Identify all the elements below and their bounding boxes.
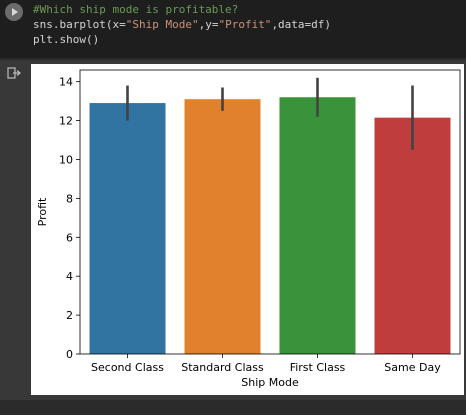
x-tick-label: First Class: [290, 361, 346, 374]
code-comment: #Which ship mode is profitable?: [33, 3, 239, 16]
y-tick-label: 8: [66, 192, 73, 205]
x-tick-label: Same Day: [384, 361, 441, 374]
bar: [374, 117, 451, 354]
bar: [184, 99, 261, 354]
run-cell-button[interactable]: [5, 3, 23, 21]
y-tick-label: 4: [66, 270, 73, 283]
x-tick-label: Second Class: [91, 361, 164, 374]
code-editor[interactable]: #Which ship mode is profitable? sns.barp…: [33, 2, 331, 47]
bottom-bar: [0, 400, 466, 415]
plot-frame: [79, 69, 461, 355]
code-line-3: plt.show(): [33, 33, 100, 46]
code-line-2: sns.barplot(x="Ship Mode",y="Profit",dat…: [33, 18, 332, 31]
y-tick-label: 2: [66, 309, 73, 322]
y-tick-label: 0: [66, 348, 73, 361]
y-tick-label: 14: [59, 76, 73, 89]
code-cell[interactable]: #Which ship mode is profitable? sns.barp…: [0, 0, 466, 60]
cell-separator: [0, 58, 466, 60]
x-tick-label: Standard Class: [181, 361, 264, 374]
chart-figure: Second Class Standard Class First Class Sam…: [31, 64, 464, 395]
bar-chart: Second Class Standard Class First Class Sam…: [36, 69, 461, 389]
y-tick-label: 12: [59, 115, 73, 128]
y-tick-label: 10: [59, 153, 73, 166]
y-axis-label: Profit: [36, 197, 49, 226]
y-tick-label: 6: [66, 231, 73, 244]
play-icon: [12, 8, 18, 16]
x-axis-label: Ship Mode: [241, 376, 299, 389]
output-icon[interactable]: [7, 67, 21, 79]
bar: [279, 97, 356, 354]
bar: [89, 103, 166, 354]
